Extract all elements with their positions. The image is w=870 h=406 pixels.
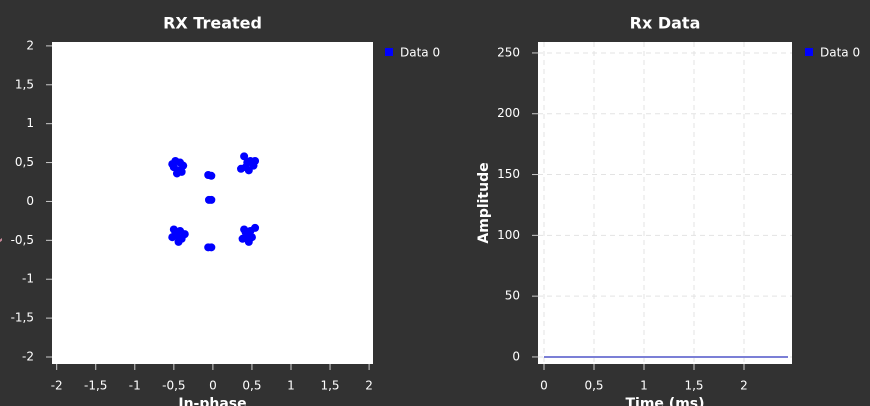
y-tick-label: 200 [497,106,520,120]
y-tick-label: 100 [497,228,520,242]
point [207,195,216,204]
x-tick-label: 0,5 [584,379,603,393]
point [171,228,180,237]
point [244,237,253,246]
chart-title: Rx Data [630,14,701,33]
x-tick-label: 2 [365,379,373,393]
x-tick-label: -2 [51,379,63,393]
point [207,243,216,252]
chart-title: RX Treated [163,14,262,33]
point [241,228,250,237]
point [237,164,246,173]
x-axis-label: In-phase [178,396,246,406]
x-tick-label: 0,5 [242,379,261,393]
y-tick-label: 1,5 [15,77,34,91]
legend-label: Data 0 [400,46,440,60]
x-tick-label: 1,5 [684,379,703,393]
point [177,167,186,176]
point [207,171,216,180]
point [174,237,183,246]
x-tick-label: 0 [540,379,548,393]
y-axis-label: Quadrature [0,158,4,249]
point [179,161,188,170]
point [251,157,260,165]
x-axis-label: Time (ms) [625,396,704,406]
legend-swatch [805,48,813,56]
y-tick-label: 50 [505,289,520,303]
x-tick-label: -0,5 [162,379,185,393]
x-tick-label: 1 [287,379,295,393]
y-tick-label: -1 [22,272,34,286]
x-tick-label: 2 [740,379,748,393]
x-tick-label: 0 [209,379,217,393]
y-tick-label: -1,5 [11,311,34,325]
x-tick-label: -1,5 [84,379,107,393]
y-tick-label: 150 [497,167,520,181]
legend-swatch [385,48,393,56]
point [168,160,177,169]
x-tick-label: 1 [640,379,648,393]
x-tick-label: 1,5 [320,379,339,393]
point [251,223,260,232]
y-tick-label: 1 [26,116,34,130]
point [243,158,252,167]
y-tick-label: 0 [512,349,520,363]
y-tick-label: 2 [26,38,34,52]
y-tick-label: -0,5 [11,233,34,247]
legend-label: Data 0 [820,46,860,60]
point [238,234,247,243]
plot-area [538,42,792,364]
point [244,166,253,175]
y-axis-label: Amplitude [476,162,492,243]
y-tick-label: 0,5 [15,155,34,169]
y-tick-label: 250 [497,45,520,59]
x-tick-label: -1 [129,379,141,393]
y-tick-label: -2 [22,350,34,364]
point [180,230,189,239]
point [240,152,249,161]
y-tick-label: 0 [26,194,34,208]
